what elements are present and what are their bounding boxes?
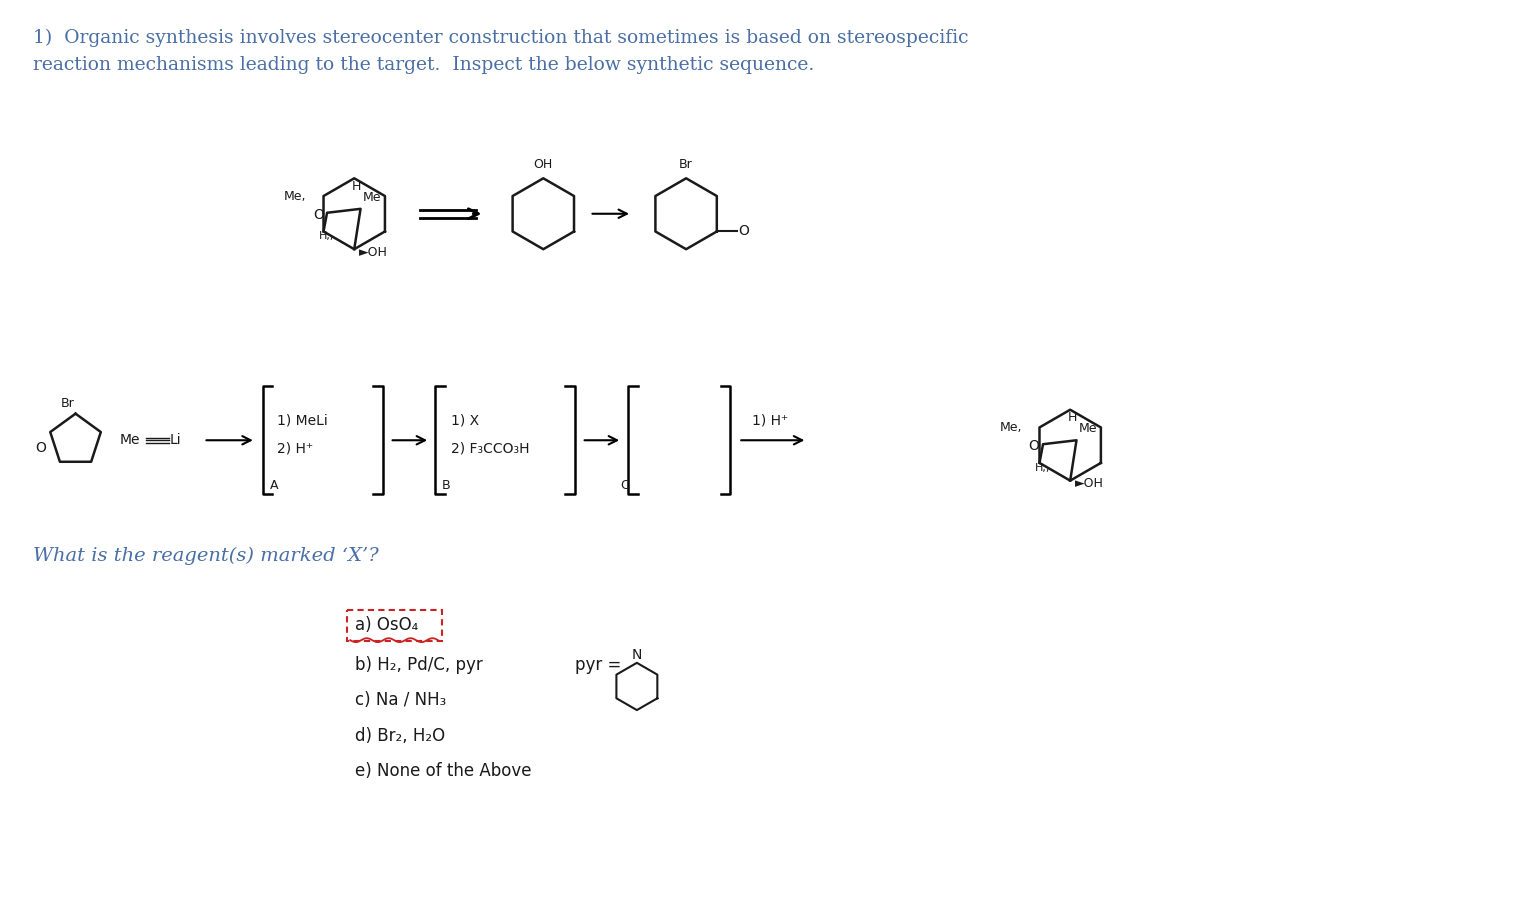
Text: O: O [1029,439,1040,453]
Text: Br: Br [61,398,74,410]
Text: C: C [620,479,629,492]
Text: e) None of the Above: e) None of the Above [355,762,532,781]
Text: 2) H⁺: 2) H⁺ [277,441,314,455]
Text: O: O [738,225,749,239]
Text: What is the reagent(s) marked ‘X’?: What is the reagent(s) marked ‘X’? [33,547,379,565]
Text: c) Na / NH₃: c) Na / NH₃ [355,691,447,709]
Text: OH: OH [534,158,553,171]
Text: reaction mechanisms leading to the target.  Inspect the below synthetic sequence: reaction mechanisms leading to the targe… [33,56,814,74]
Text: 1)  Organic synthesis involves stereocenter construction that sometimes is based: 1) Organic synthesis involves stereocent… [33,28,969,47]
Text: H,,: H,, [318,231,334,241]
Text: O: O [312,207,323,222]
Text: B: B [441,479,450,492]
Text: ►OH: ►OH [1075,477,1104,490]
Text: Me: Me [120,433,141,447]
Text: ►OH: ►OH [359,246,388,259]
Text: a) OsO₄: a) OsO₄ [355,616,418,634]
Text: pyr =: pyr = [575,655,622,674]
Text: O: O [35,441,47,455]
Text: 1) X: 1) X [450,413,479,428]
Text: 1) MeLi: 1) MeLi [277,413,327,428]
Text: 2) F₃CCO₃H: 2) F₃CCO₃H [450,441,529,455]
Text: d) Br₂, H₂O: d) Br₂, H₂O [355,727,446,745]
Text: Li: Li [170,433,182,447]
Text: A: A [270,479,277,492]
Text: b) H₂, Pd/C, pyr: b) H₂, Pd/C, pyr [355,655,484,674]
Text: Br: Br [679,158,693,171]
Text: Me,: Me, [283,189,306,203]
Text: H,,: H,, [1034,462,1051,473]
Text: Me: Me [362,190,381,204]
Text: H: H [352,180,361,193]
Text: N: N [632,648,643,662]
Text: H: H [1067,411,1076,424]
Text: Me,: Me, [999,421,1022,434]
Text: Me: Me [1078,422,1098,435]
Text: 1) H⁺: 1) H⁺ [752,413,788,428]
